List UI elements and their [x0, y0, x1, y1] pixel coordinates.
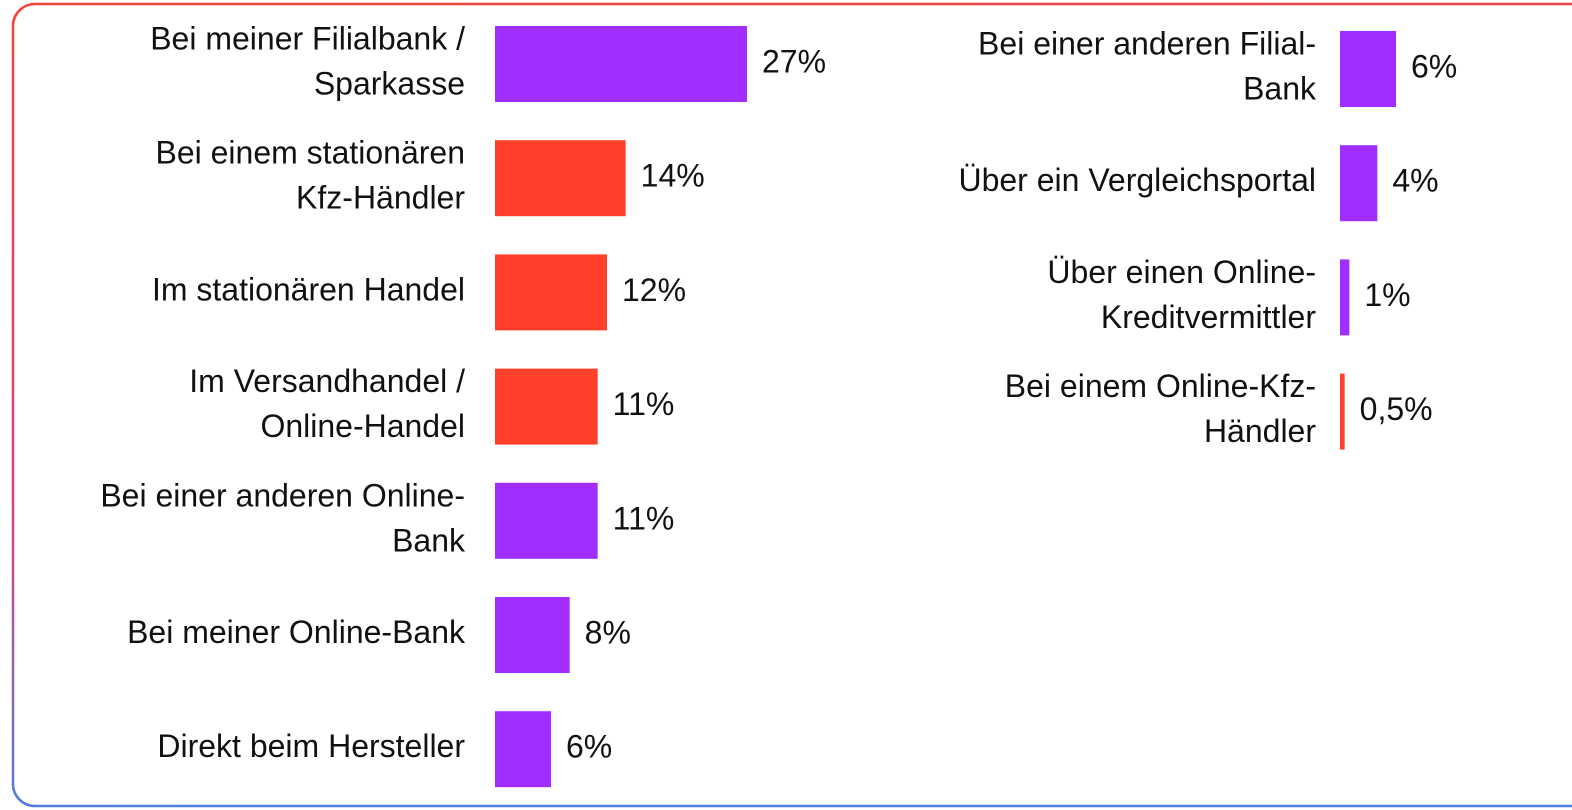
category-label: Bei einer anderen Filial-Bank — [978, 26, 1317, 107]
bar — [495, 26, 747, 102]
bar — [495, 711, 551, 788]
value-label: 14% — [641, 158, 705, 194]
category-label: Bei einem stationären Kfz-Händler — [155, 135, 465, 216]
category-label: Bei meiner Online-Bank — [127, 614, 466, 650]
card-border — [11, 2, 1572, 808]
value-label: 6% — [1411, 48, 1457, 84]
bar — [495, 254, 607, 331]
category-label: Bei einer anderen Online-Bank — [100, 478, 466, 559]
bar — [495, 140, 626, 217]
value-label: 27% — [762, 43, 826, 79]
value-label: 0,5% — [1360, 391, 1433, 427]
value-label: 11% — [613, 386, 675, 422]
bar — [1340, 373, 1345, 450]
category-label: Bei einem Online-Kfz-Händler — [1005, 369, 1317, 450]
category-label: Im Versandhandel / Online-Handel — [189, 364, 465, 445]
value-label: 6% — [566, 729, 612, 765]
value-label: 8% — [585, 614, 631, 650]
category-label: Im stationären Handel — [152, 272, 465, 308]
category-label: Über einen Online-Kreditvermittler — [1047, 254, 1316, 335]
bar — [495, 482, 598, 559]
category-label: Direkt beim Hersteller — [157, 729, 465, 765]
value-label: 12% — [622, 272, 686, 308]
category-label: Bei meiner Filialbank / Sparkasse — [150, 21, 465, 102]
value-label: 1% — [1364, 277, 1410, 313]
bar — [1340, 31, 1396, 107]
value-label: 11% — [613, 500, 675, 536]
value-label: 4% — [1392, 163, 1438, 199]
bar — [495, 597, 570, 673]
bar — [495, 368, 598, 445]
bar — [1340, 259, 1350, 336]
bar — [1340, 145, 1378, 222]
category-label: Über ein Vergleichsportal — [958, 163, 1316, 199]
